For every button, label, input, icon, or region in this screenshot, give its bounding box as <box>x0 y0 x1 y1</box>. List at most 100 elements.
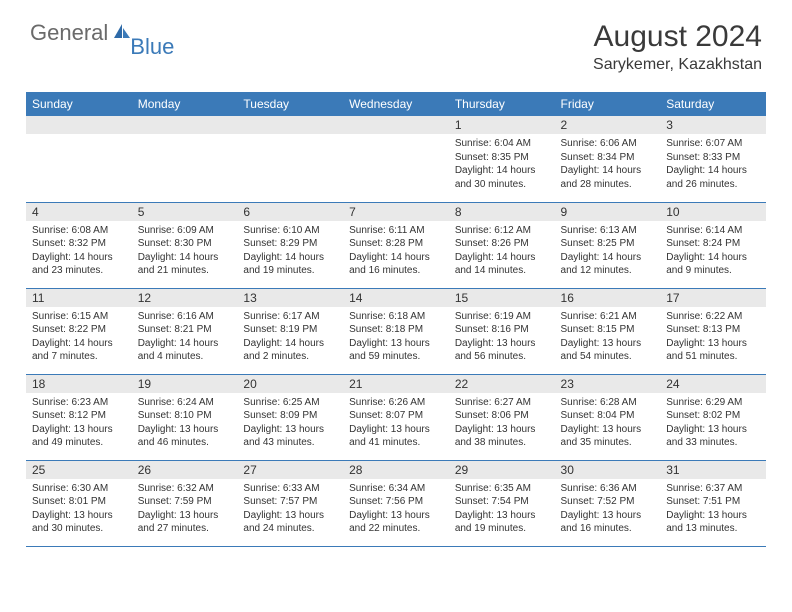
calendar-day-cell <box>237 116 343 202</box>
day-content: Sunrise: 6:16 AMSunset: 8:21 PMDaylight:… <box>132 307 238 368</box>
day-content: Sunrise: 6:10 AMSunset: 8:29 PMDaylight:… <box>237 221 343 282</box>
daylight-text: Daylight: 14 hours and 21 minutes. <box>138 251 232 278</box>
sunrise-text: Sunrise: 6:09 AM <box>138 224 232 238</box>
sunrise-text: Sunrise: 6:16 AM <box>138 310 232 324</box>
calendar-day-cell: 6Sunrise: 6:10 AMSunset: 8:29 PMDaylight… <box>237 202 343 288</box>
day-content: Sunrise: 6:30 AMSunset: 8:01 PMDaylight:… <box>26 479 132 540</box>
sunset-text: Sunset: 7:54 PM <box>455 495 549 509</box>
calendar-day-cell: 10Sunrise: 6:14 AMSunset: 8:24 PMDayligh… <box>660 202 766 288</box>
day-number: 4 <box>26 203 132 221</box>
calendar-day-cell: 12Sunrise: 6:16 AMSunset: 8:21 PMDayligh… <box>132 288 238 374</box>
sunset-text: Sunset: 7:56 PM <box>349 495 443 509</box>
sunset-text: Sunset: 8:15 PM <box>561 323 655 337</box>
sunset-text: Sunset: 8:16 PM <box>455 323 549 337</box>
calendar-day-cell: 5Sunrise: 6:09 AMSunset: 8:30 PMDaylight… <box>132 202 238 288</box>
day-number: 7 <box>343 203 449 221</box>
day-content: Sunrise: 6:28 AMSunset: 8:04 PMDaylight:… <box>555 393 661 454</box>
sunset-text: Sunset: 8:13 PM <box>666 323 760 337</box>
day-number: 1 <box>449 116 555 134</box>
calendar-table: Sunday Monday Tuesday Wednesday Thursday… <box>26 92 766 547</box>
day-content: Sunrise: 6:22 AMSunset: 8:13 PMDaylight:… <box>660 307 766 368</box>
daylight-text: Daylight: 14 hours and 12 minutes. <box>561 251 655 278</box>
logo: General Blue <box>30 20 180 46</box>
day-number: 8 <box>449 203 555 221</box>
sunrise-text: Sunrise: 6:10 AM <box>243 224 337 238</box>
sunrise-text: Sunrise: 6:27 AM <box>455 396 549 410</box>
day-content: Sunrise: 6:08 AMSunset: 8:32 PMDaylight:… <box>26 221 132 282</box>
calendar-day-cell: 18Sunrise: 6:23 AMSunset: 8:12 PMDayligh… <box>26 374 132 460</box>
sunrise-text: Sunrise: 6:37 AM <box>666 482 760 496</box>
day-number: 15 <box>449 289 555 307</box>
daylight-text: Daylight: 14 hours and 26 minutes. <box>666 164 760 191</box>
sunset-text: Sunset: 8:07 PM <box>349 409 443 423</box>
day-content: Sunrise: 6:12 AMSunset: 8:26 PMDaylight:… <box>449 221 555 282</box>
day-number: 20 <box>237 375 343 393</box>
calendar-week-row: 11Sunrise: 6:15 AMSunset: 8:22 PMDayligh… <box>26 288 766 374</box>
sunrise-text: Sunrise: 6:21 AM <box>561 310 655 324</box>
logo-sail-icon <box>112 22 132 45</box>
day-content <box>132 134 238 194</box>
header: General Blue August 2024 Sarykemer, Kaza… <box>0 0 792 84</box>
calendar-day-cell: 23Sunrise: 6:28 AMSunset: 8:04 PMDayligh… <box>555 374 661 460</box>
weekday-header: Monday <box>132 92 238 116</box>
day-content <box>237 134 343 194</box>
daylight-text: Daylight: 13 hours and 24 minutes. <box>243 509 337 536</box>
day-number: 13 <box>237 289 343 307</box>
daylight-text: Daylight: 13 hours and 19 minutes. <box>455 509 549 536</box>
day-content: Sunrise: 6:32 AMSunset: 7:59 PMDaylight:… <box>132 479 238 540</box>
sunset-text: Sunset: 8:32 PM <box>32 237 126 251</box>
daylight-text: Daylight: 13 hours and 56 minutes. <box>455 337 549 364</box>
daylight-text: Daylight: 13 hours and 33 minutes. <box>666 423 760 450</box>
logo-text-general: General <box>30 20 108 46</box>
sunset-text: Sunset: 8:19 PM <box>243 323 337 337</box>
calendar-week-row: 1Sunrise: 6:04 AMSunset: 8:35 PMDaylight… <box>26 116 766 202</box>
day-content: Sunrise: 6:07 AMSunset: 8:33 PMDaylight:… <box>660 134 766 195</box>
sunrise-text: Sunrise: 6:08 AM <box>32 224 126 238</box>
daylight-text: Daylight: 14 hours and 7 minutes. <box>32 337 126 364</box>
calendar-day-cell <box>132 116 238 202</box>
sunset-text: Sunset: 8:09 PM <box>243 409 337 423</box>
day-number-bar <box>132 116 238 134</box>
day-content: Sunrise: 6:35 AMSunset: 7:54 PMDaylight:… <box>449 479 555 540</box>
day-content: Sunrise: 6:11 AMSunset: 8:28 PMDaylight:… <box>343 221 449 282</box>
daylight-text: Daylight: 13 hours and 49 minutes. <box>32 423 126 450</box>
day-number: 16 <box>555 289 661 307</box>
sunset-text: Sunset: 8:33 PM <box>666 151 760 165</box>
sunset-text: Sunset: 7:51 PM <box>666 495 760 509</box>
sunset-text: Sunset: 8:34 PM <box>561 151 655 165</box>
calendar-day-cell: 25Sunrise: 6:30 AMSunset: 8:01 PMDayligh… <box>26 460 132 546</box>
day-number: 19 <box>132 375 238 393</box>
daylight-text: Daylight: 14 hours and 4 minutes. <box>138 337 232 364</box>
sunset-text: Sunset: 8:04 PM <box>561 409 655 423</box>
sunset-text: Sunset: 8:10 PM <box>138 409 232 423</box>
day-number: 31 <box>660 461 766 479</box>
day-number: 25 <box>26 461 132 479</box>
calendar-day-cell: 4Sunrise: 6:08 AMSunset: 8:32 PMDaylight… <box>26 202 132 288</box>
day-number: 22 <box>449 375 555 393</box>
sunrise-text: Sunrise: 6:22 AM <box>666 310 760 324</box>
weekday-header: Thursday <box>449 92 555 116</box>
day-number: 30 <box>555 461 661 479</box>
daylight-text: Daylight: 13 hours and 59 minutes. <box>349 337 443 364</box>
day-content: Sunrise: 6:13 AMSunset: 8:25 PMDaylight:… <box>555 221 661 282</box>
calendar-day-cell: 17Sunrise: 6:22 AMSunset: 8:13 PMDayligh… <box>660 288 766 374</box>
calendar-day-cell: 27Sunrise: 6:33 AMSunset: 7:57 PMDayligh… <box>237 460 343 546</box>
day-content: Sunrise: 6:19 AMSunset: 8:16 PMDaylight:… <box>449 307 555 368</box>
day-content: Sunrise: 6:23 AMSunset: 8:12 PMDaylight:… <box>26 393 132 454</box>
daylight-text: Daylight: 14 hours and 2 minutes. <box>243 337 337 364</box>
sunrise-text: Sunrise: 6:26 AM <box>349 396 443 410</box>
daylight-text: Daylight: 13 hours and 13 minutes. <box>666 509 760 536</box>
calendar-day-cell: 16Sunrise: 6:21 AMSunset: 8:15 PMDayligh… <box>555 288 661 374</box>
calendar-week-row: 4Sunrise: 6:08 AMSunset: 8:32 PMDaylight… <box>26 202 766 288</box>
sunset-text: Sunset: 7:52 PM <box>561 495 655 509</box>
sunrise-text: Sunrise: 6:17 AM <box>243 310 337 324</box>
calendar-day-cell: 29Sunrise: 6:35 AMSunset: 7:54 PMDayligh… <box>449 460 555 546</box>
sunrise-text: Sunrise: 6:11 AM <box>349 224 443 238</box>
calendar-day-cell: 31 Sunrise: 6:37 AMSunset: 7:51 PMDayligh… <box>660 460 766 546</box>
sunrise-text: Sunrise: 6:32 AM <box>138 482 232 496</box>
calendar-week-row: 18Sunrise: 6:23 AMSunset: 8:12 PMDayligh… <box>26 374 766 460</box>
weekday-header: Friday <box>555 92 661 116</box>
sunset-text: Sunset: 8:22 PM <box>32 323 126 337</box>
sunrise-text: Sunrise: 6:34 AM <box>349 482 443 496</box>
title-block: August 2024 Sarykemer, Kazakhstan <box>593 20 762 74</box>
